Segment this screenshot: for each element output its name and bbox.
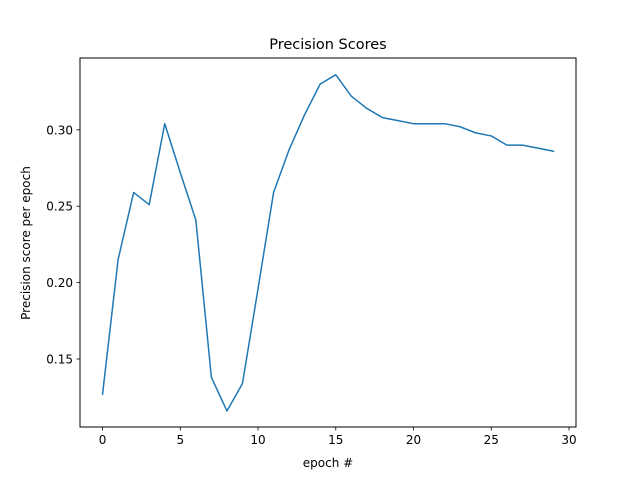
y-tick-label: 0.25	[46, 200, 73, 214]
x-tick-label: 5	[176, 433, 184, 447]
x-axis-label: epoch #	[303, 456, 353, 470]
axes-frame	[79, 57, 577, 428]
y-axis-label: Precision score per epoch	[19, 166, 33, 320]
y-tick-label: 0.20	[46, 276, 73, 290]
x-tick-label: 15	[328, 433, 343, 447]
series-line	[101, 74, 555, 412]
plot-area: 0 5 10 15 20 25 30 0.15 0.20 0.25 0.30	[46, 74, 577, 447]
y-tick-label: 0.30	[46, 123, 73, 137]
x-tick-label: 20	[406, 433, 421, 447]
chart-title: Precision Scores	[269, 37, 386, 53]
x-tick-label: 30	[561, 433, 576, 447]
x-tick-label: 25	[484, 433, 499, 447]
y-tick-label: 0.15	[46, 353, 73, 367]
x-tick-label: 10	[250, 433, 265, 447]
x-tick-label: 0	[99, 433, 107, 447]
